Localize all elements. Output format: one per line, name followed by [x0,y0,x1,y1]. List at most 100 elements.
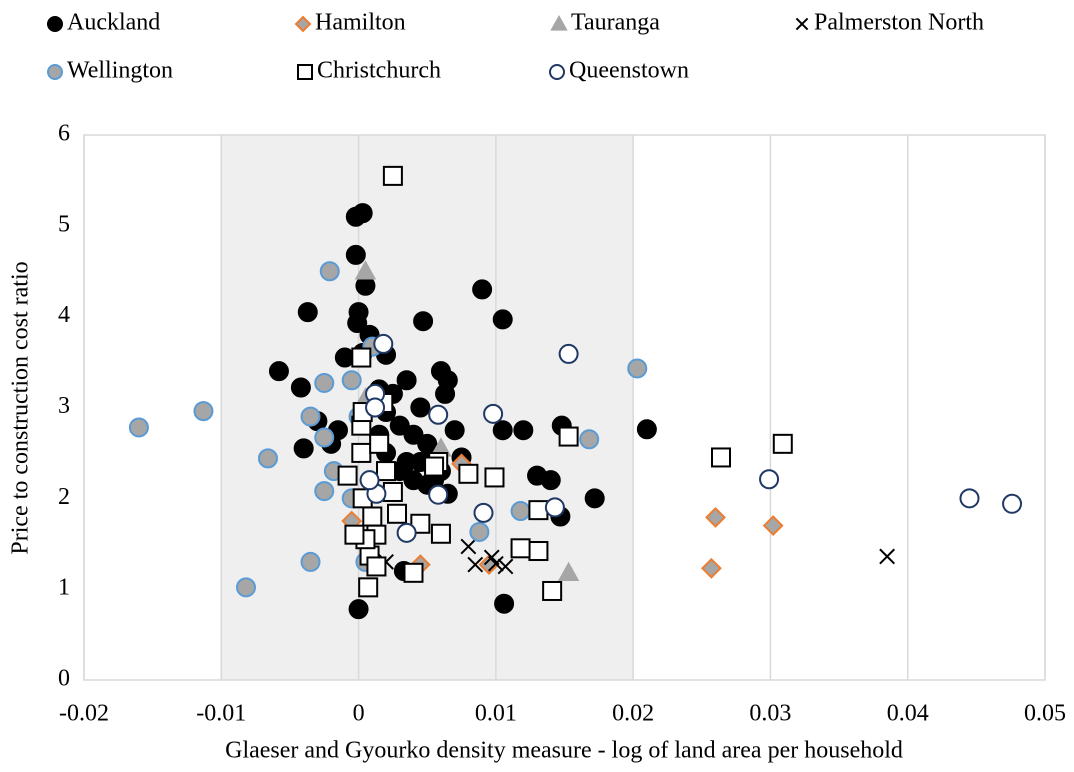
point [314,372,335,393]
point [879,548,896,565]
point [351,347,372,368]
point [334,347,355,368]
point [487,555,504,572]
point [467,556,484,573]
point [354,260,377,280]
point [297,302,318,323]
point [435,383,456,404]
y-tick-label: 2 [58,484,70,510]
point [469,521,490,542]
point [492,420,513,441]
point [413,311,434,332]
point [376,461,397,482]
legend-label: Palmerston North [814,10,984,36]
point [636,419,657,440]
legend-label: Tauranga [571,10,660,36]
point [959,488,980,509]
x-tick-label: 0 [353,701,365,727]
point [341,370,362,391]
point [369,433,390,454]
legend-label: Wellington [67,58,173,84]
point [460,538,477,555]
point [344,524,365,545]
legend-marker [294,15,312,33]
point [348,599,369,620]
legend-marker [47,16,63,32]
point [544,497,565,518]
x-tick-label: 0.03 [749,701,791,727]
x-tick-label: -0.01 [196,701,246,727]
point [337,465,358,486]
point [382,165,403,186]
point [290,377,311,398]
point [268,361,289,382]
point [358,577,379,598]
point [365,397,386,418]
point [396,370,417,391]
point [410,397,431,418]
point [293,438,314,459]
point [473,502,494,523]
y-tick-label: 1 [58,575,70,601]
x-axis-label: Glaeser and Gyourko density measure - lo… [225,738,903,764]
point [300,551,321,572]
y-tick-label: 6 [58,121,70,147]
point [558,426,579,447]
point [352,203,373,224]
point [472,279,493,300]
point [557,561,580,582]
point [705,506,726,528]
y-tick-label: 0 [58,666,70,692]
x-tick-label: 0.02 [612,701,654,727]
point [193,401,214,422]
point [484,467,505,488]
point [373,333,394,354]
x-tick-label: 0.04 [887,701,929,727]
point [345,244,366,265]
legend-marker [549,64,565,80]
point [711,447,732,468]
point [497,558,514,575]
point [444,420,465,441]
legend-label: Queenstown [569,58,689,84]
y-tick-label: 5 [58,211,70,237]
point [410,513,431,534]
point [762,515,784,536]
point [128,417,149,438]
point [355,275,376,296]
point [362,506,383,527]
legend-marker [795,17,809,31]
point [424,456,445,477]
point [351,442,372,463]
point [319,261,340,282]
legend-marker [47,64,63,80]
x-tick-label: -0.02 [59,701,109,727]
point [428,484,449,505]
point [403,470,424,491]
x-tick-label: 0.01 [475,701,517,727]
point [510,538,531,559]
point [430,523,451,544]
point [528,541,549,562]
point [314,481,335,502]
legend-marker [550,14,568,31]
point [366,556,387,577]
legend-label: Auckland [67,10,160,36]
point [759,469,780,490]
x-tick-label: 0.05 [1024,701,1066,727]
point [510,501,531,522]
point [558,343,579,364]
y-axis-label: Price to construction cost ratio [8,261,34,554]
point [300,406,321,427]
point [584,488,605,509]
point [1002,493,1023,514]
legend-marker [297,64,313,80]
point [528,500,549,521]
legend-label: Christchurch [317,58,441,84]
point [700,557,722,579]
point [403,424,424,445]
point [235,577,256,598]
point [347,313,368,334]
point [483,403,504,424]
